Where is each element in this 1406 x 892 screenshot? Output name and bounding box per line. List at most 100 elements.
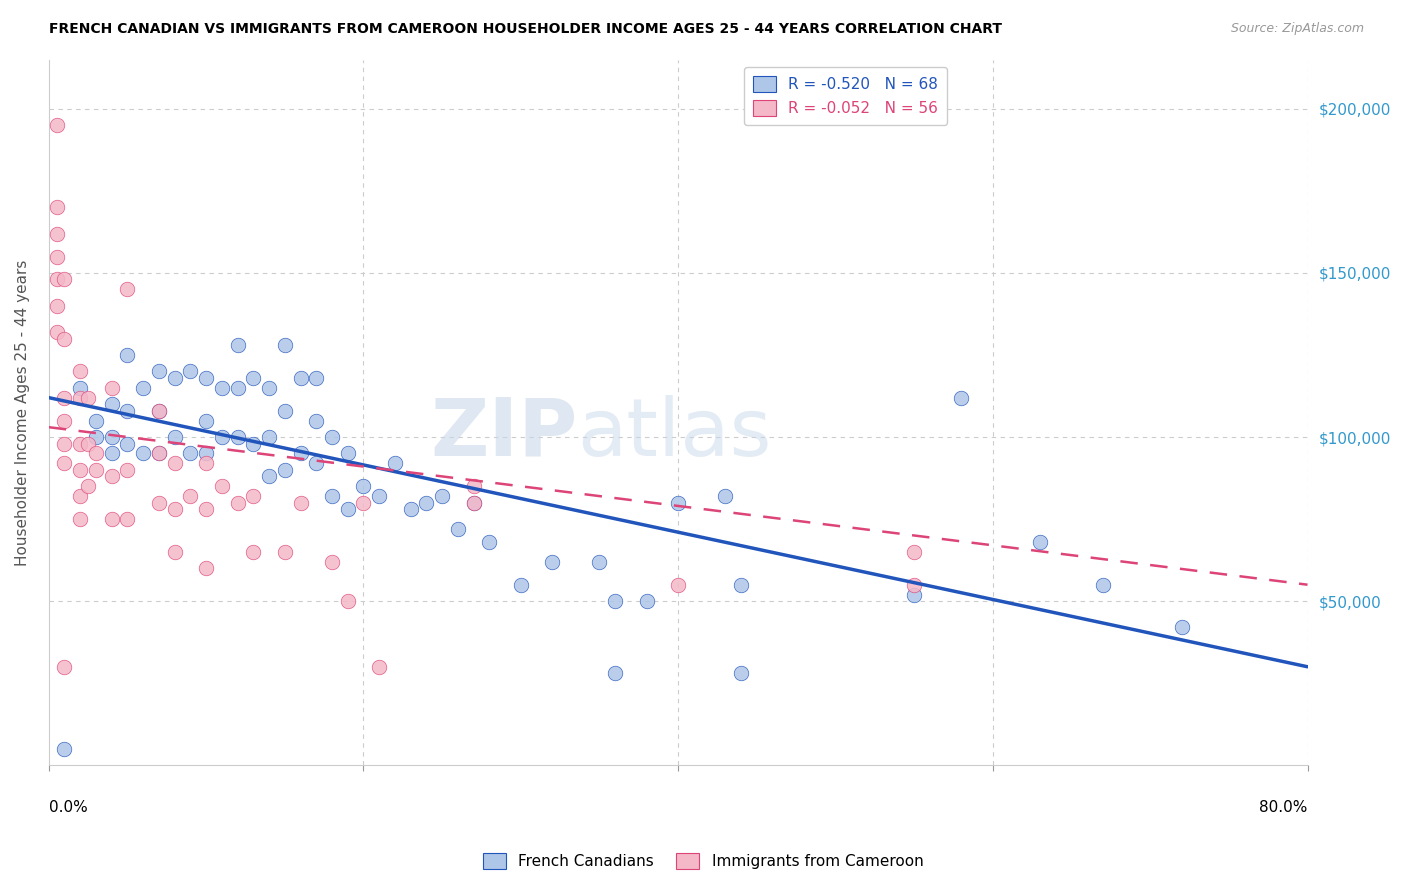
Point — [242, 371, 264, 385]
Point — [179, 446, 201, 460]
Point — [242, 545, 264, 559]
Point — [84, 414, 107, 428]
Point — [117, 348, 139, 362]
Point — [53, 332, 76, 346]
Point — [541, 555, 564, 569]
Point — [352, 496, 374, 510]
Point — [117, 282, 139, 296]
Point — [163, 456, 186, 470]
Point — [290, 371, 312, 385]
Point — [53, 414, 76, 428]
Point — [148, 446, 170, 460]
Point — [447, 522, 470, 536]
Point — [257, 469, 280, 483]
Point — [100, 381, 122, 395]
Point — [195, 414, 218, 428]
Point — [274, 404, 297, 418]
Point — [463, 479, 485, 493]
Point — [950, 391, 973, 405]
Point — [242, 489, 264, 503]
Point — [53, 436, 76, 450]
Point — [290, 446, 312, 460]
Text: 0.0%: 0.0% — [49, 800, 87, 815]
Point — [195, 502, 218, 516]
Point — [45, 272, 67, 286]
Point — [463, 496, 485, 510]
Point — [321, 489, 343, 503]
Point — [195, 371, 218, 385]
Legend: French Canadians, Immigrants from Cameroon: French Canadians, Immigrants from Camero… — [477, 847, 929, 875]
Text: FRENCH CANADIAN VS IMMIGRANTS FROM CAMEROON HOUSEHOLDER INCOME AGES 25 - 44 YEAR: FRENCH CANADIAN VS IMMIGRANTS FROM CAMER… — [49, 22, 1002, 37]
Point — [211, 479, 233, 493]
Point — [242, 436, 264, 450]
Point — [148, 404, 170, 418]
Point — [148, 446, 170, 460]
Point — [730, 578, 752, 592]
Point — [179, 364, 201, 378]
Point — [84, 446, 107, 460]
Point — [368, 489, 391, 503]
Point — [1170, 620, 1192, 634]
Point — [1029, 535, 1052, 549]
Point — [321, 555, 343, 569]
Point — [163, 371, 186, 385]
Y-axis label: Householder Income Ages 25 - 44 years: Householder Income Ages 25 - 44 years — [15, 260, 30, 566]
Point — [226, 381, 249, 395]
Point — [69, 512, 91, 526]
Point — [45, 200, 67, 214]
Point — [903, 545, 925, 559]
Point — [53, 391, 76, 405]
Point — [195, 561, 218, 575]
Point — [588, 555, 610, 569]
Point — [257, 381, 280, 395]
Point — [117, 404, 139, 418]
Point — [336, 446, 359, 460]
Point — [352, 479, 374, 493]
Point — [84, 463, 107, 477]
Point — [478, 535, 501, 549]
Point — [69, 391, 91, 405]
Text: Source: ZipAtlas.com: Source: ZipAtlas.com — [1230, 22, 1364, 36]
Point — [384, 456, 406, 470]
Point — [430, 489, 453, 503]
Point — [69, 381, 91, 395]
Point — [257, 430, 280, 444]
Text: ZIP: ZIP — [430, 394, 578, 473]
Point — [53, 272, 76, 286]
Point — [274, 338, 297, 352]
Point — [336, 502, 359, 516]
Point — [666, 496, 689, 510]
Text: 80.0%: 80.0% — [1260, 800, 1308, 815]
Point — [163, 502, 186, 516]
Point — [148, 364, 170, 378]
Point — [211, 381, 233, 395]
Point — [45, 227, 67, 241]
Point — [148, 496, 170, 510]
Point — [463, 496, 485, 510]
Point — [77, 479, 100, 493]
Point — [321, 430, 343, 444]
Point — [53, 741, 76, 756]
Point — [53, 456, 76, 470]
Point — [903, 588, 925, 602]
Point — [714, 489, 737, 503]
Point — [69, 364, 91, 378]
Point — [636, 594, 658, 608]
Point — [45, 325, 67, 339]
Point — [45, 118, 67, 132]
Point — [53, 659, 76, 673]
Point — [666, 578, 689, 592]
Point — [69, 489, 91, 503]
Point — [290, 496, 312, 510]
Point — [305, 414, 328, 428]
Point — [903, 578, 925, 592]
Point — [100, 469, 122, 483]
Point — [415, 496, 437, 510]
Point — [336, 594, 359, 608]
Point — [117, 512, 139, 526]
Point — [100, 397, 122, 411]
Text: atlas: atlas — [578, 394, 772, 473]
Point — [117, 436, 139, 450]
Point — [100, 446, 122, 460]
Point — [45, 250, 67, 264]
